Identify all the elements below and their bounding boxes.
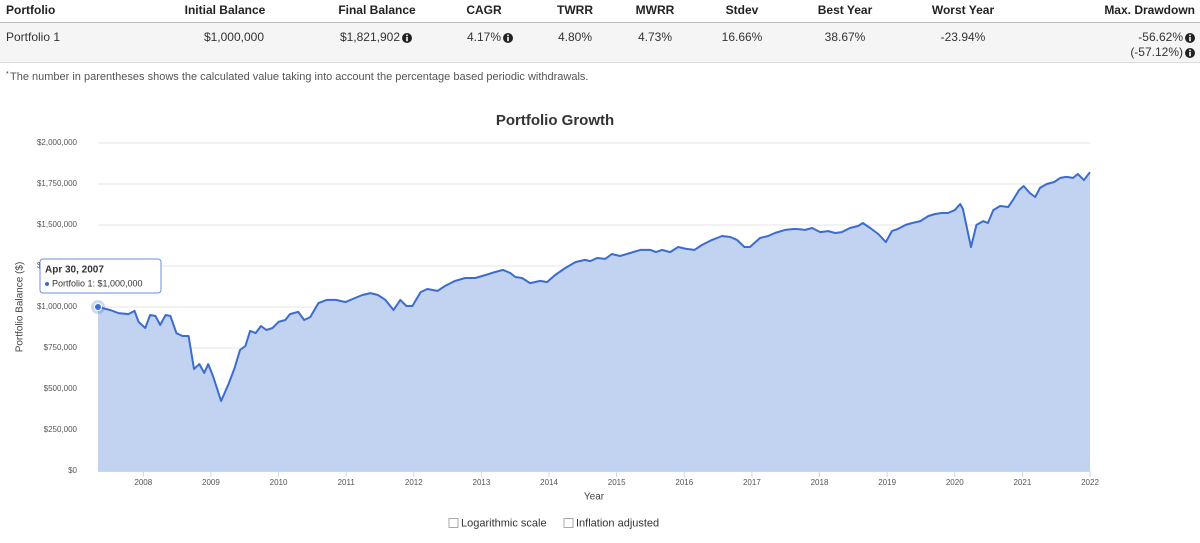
- x-tick-label: 2017: [743, 478, 761, 487]
- info-icon-dot: [1189, 49, 1191, 52]
- x-tick-label: 2011: [338, 478, 356, 487]
- footnote-mark: *: [6, 71, 9, 78]
- cell: (-57.12%): [1130, 45, 1183, 59]
- info-icon-stem: [1189, 37, 1191, 42]
- footnote: The number in parentheses shows the calc…: [10, 71, 588, 83]
- tooltip-box: [39, 258, 162, 294]
- cell: 16.66%: [722, 30, 763, 44]
- table: Portfolio Initial Balance Final Balance CAG…: [6, 3, 1195, 59]
- info-icon-stem: [507, 37, 509, 42]
- checkbox-box[interactable]: [563, 518, 574, 528]
- x-tick-label: 2020: [946, 478, 964, 487]
- column-header: CAGR: [466, 3, 502, 17]
- x-tick-label: 2010: [270, 478, 288, 487]
- tooltip-text: Portfolio 1: $1,000,000: [52, 278, 143, 288]
- x-tick-label: 2018: [811, 478, 829, 487]
- controls: Logarithmic scale Inflation adjusted: [448, 517, 659, 529]
- column-header: Max. Drawdown: [1104, 3, 1195, 17]
- x-tick-label: 2008: [134, 478, 152, 487]
- y-axis-label: Portfolio Balance ($): [15, 262, 26, 353]
- info-icon[interactable]: [402, 33, 412, 43]
- info-icon-dot: [507, 34, 509, 37]
- y-tick-label: $500,000: [44, 384, 78, 393]
- y-tick-label: $250,000: [44, 425, 78, 434]
- column-header: Stdev: [726, 3, 759, 17]
- y-tick-label: $2,000,000: [37, 138, 78, 147]
- line: [97, 171, 1091, 402]
- column-header: Worst Year: [932, 3, 995, 17]
- x-tick-label: 2013: [473, 478, 491, 487]
- column-header: TWRR: [557, 3, 593, 17]
- checkbox[interactable]: Logarithmic scale: [448, 517, 547, 529]
- info-icon-stem: [406, 37, 408, 42]
- column-header: Initial Balance: [185, 3, 266, 17]
- x-tick-label: 2019: [878, 478, 896, 487]
- cell: -23.94%: [941, 30, 986, 44]
- column-header: Portfolio: [6, 3, 55, 17]
- info-icon-stem: [1189, 52, 1191, 57]
- x-tick-label: 2021: [1013, 478, 1031, 487]
- table-row-bg: [0, 23, 1200, 62]
- cell: Portfolio 1: [6, 30, 60, 44]
- info-icon[interactable]: [503, 33, 513, 43]
- cell: -56.62%: [1138, 30, 1183, 44]
- hover-point: [94, 303, 102, 311]
- x-axis-label: Year: [584, 492, 605, 503]
- x-tick-label: 2016: [675, 478, 693, 487]
- x-tick-label: 2014: [540, 478, 558, 487]
- area: [98, 172, 1090, 471]
- checkbox-label[interactable]: Inflation adjusted: [576, 517, 659, 529]
- column-header: Best Year: [818, 3, 873, 17]
- column-header: Final Balance: [338, 3, 416, 17]
- x-tick-label: 2009: [202, 478, 220, 487]
- plot: $0$250,000$500,000$750,000$1,000,000$1,2…: [37, 138, 1099, 487]
- checkbox[interactable]: Inflation adjusted: [563, 517, 659, 529]
- x-tick-label: 2022: [1081, 478, 1099, 487]
- x-tick-label: 2015: [608, 478, 626, 487]
- tooltip-bullet: [45, 282, 49, 286]
- info-icon[interactable]: [1185, 48, 1195, 58]
- y-tick-label: $0: [68, 466, 77, 475]
- info-icon[interactable]: [1185, 33, 1195, 43]
- column-header: MWRR: [636, 3, 675, 17]
- info-icon-dot: [1189, 34, 1191, 37]
- y-tick-label: $1,000,000: [37, 302, 78, 311]
- checkbox-box[interactable]: [448, 518, 459, 528]
- tooltip: Apr 30, 2007 Portfolio 1: $1,000,000: [39, 258, 162, 294]
- tooltip-title: Apr 30, 2007: [45, 265, 104, 276]
- cell: 38.67%: [825, 30, 866, 44]
- x-tick-label: 2012: [405, 478, 423, 487]
- y-tick-label: $1,500,000: [37, 220, 78, 229]
- cell: $1,821,902: [340, 30, 400, 44]
- cell: 4.17%: [467, 30, 501, 44]
- y-tick-label: $750,000: [44, 343, 78, 352]
- cell: 4.80%: [558, 30, 592, 44]
- checkbox-label[interactable]: Logarithmic scale: [461, 517, 547, 529]
- y-tick-label: $1,750,000: [37, 179, 78, 188]
- info-icon-dot: [406, 34, 408, 37]
- cell: 4.73%: [638, 30, 672, 44]
- chart-title: Portfolio Growth: [496, 112, 614, 129]
- cell: $1,000,000: [204, 30, 264, 44]
